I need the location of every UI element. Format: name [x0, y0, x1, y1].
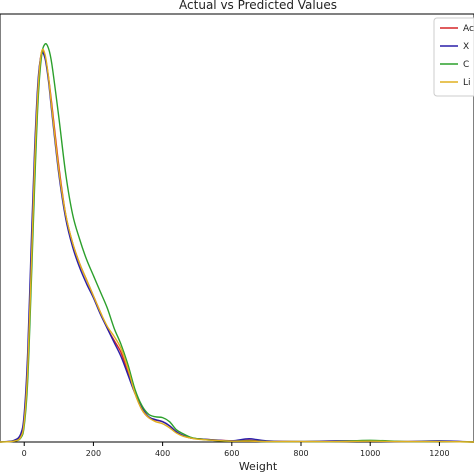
x-tick-label: 600: [224, 449, 239, 458]
series-line-1: [0, 52, 474, 443]
x-tick-label: 0: [22, 449, 27, 458]
x-tick-label: 1200: [429, 449, 449, 458]
legend-label: Ac: [463, 24, 474, 34]
series-group: [0, 43, 474, 443]
x-tick-label: 1000: [360, 449, 380, 458]
legend: Ac XC Li: [433, 17, 474, 97]
x-tick-label: 800: [293, 449, 308, 458]
legend-box: [433, 17, 474, 97]
x-axis: 0 200 400 600 800 1000 1200: [22, 442, 450, 458]
legend-label: Li: [463, 78, 471, 88]
plot-frame: [0, 13, 474, 443]
legend-label: X: [463, 42, 469, 52]
legend-label: C: [463, 60, 469, 70]
series-line-3: [0, 48, 474, 443]
x-tick-label: 400: [155, 449, 170, 458]
chart-title: Actual vs Predicted Values: [179, 0, 337, 12]
series-line-0: [0, 49, 474, 443]
x-axis-label: Weight: [239, 460, 278, 473]
x-tick-label: 200: [86, 449, 101, 458]
